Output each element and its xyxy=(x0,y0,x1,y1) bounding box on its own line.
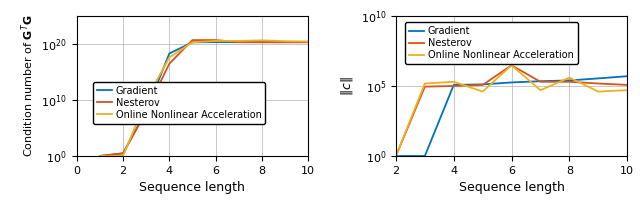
Nesterov xyxy=(566,81,573,83)
Line: Nesterov: Nesterov xyxy=(396,65,627,156)
Nesterov xyxy=(392,155,400,157)
X-axis label: Sequence length: Sequence length xyxy=(140,181,245,194)
Gradient xyxy=(166,52,173,55)
Nesterov xyxy=(189,39,196,41)
Nesterov xyxy=(119,152,127,155)
Nesterov xyxy=(142,110,150,112)
Gradient xyxy=(189,41,196,44)
Y-axis label: $\|c\|$: $\|c\|$ xyxy=(339,76,355,96)
Gradient xyxy=(392,155,400,157)
Gradient xyxy=(536,80,544,82)
Online Nonlinear Acceleration xyxy=(304,40,312,43)
Gradient xyxy=(595,77,602,80)
Nesterov xyxy=(304,41,312,43)
Line: Online Nonlinear Acceleration: Online Nonlinear Acceleration xyxy=(100,40,308,156)
Nesterov xyxy=(258,41,266,43)
Line: Gradient: Gradient xyxy=(100,42,308,156)
Gradient xyxy=(96,155,104,157)
Nesterov xyxy=(235,41,243,43)
Nesterov xyxy=(508,64,515,67)
Online Nonlinear Acceleration xyxy=(595,90,602,93)
Gradient xyxy=(258,41,266,43)
Gradient xyxy=(142,110,150,112)
Online Nonlinear Acceleration xyxy=(281,40,289,42)
Line: Online Nonlinear Acceleration: Online Nonlinear Acceleration xyxy=(396,65,627,156)
Nesterov xyxy=(96,155,104,157)
Online Nonlinear Acceleration xyxy=(258,39,266,42)
Online Nonlinear Acceleration xyxy=(566,76,573,79)
Gradient xyxy=(508,81,515,84)
Gradient xyxy=(623,75,631,77)
Gradient xyxy=(566,79,573,82)
Online Nonlinear Acceleration xyxy=(235,40,243,42)
Online Nonlinear Acceleration xyxy=(479,90,486,93)
Nesterov xyxy=(450,85,458,87)
Nesterov xyxy=(212,39,220,41)
Gradient xyxy=(304,41,312,43)
Online Nonlinear Acceleration xyxy=(450,81,458,83)
Online Nonlinear Acceleration xyxy=(189,41,196,44)
Line: Gradient: Gradient xyxy=(396,76,627,156)
Online Nonlinear Acceleration xyxy=(142,99,150,101)
Online Nonlinear Acceleration xyxy=(392,155,400,157)
Online Nonlinear Acceleration xyxy=(623,89,631,91)
Online Nonlinear Acceleration xyxy=(119,155,127,157)
Online Nonlinear Acceleration xyxy=(536,89,544,91)
Legend: Gradient, Nesterov, Online Nonlinear Acceleration: Gradient, Nesterov, Online Nonlinear Acc… xyxy=(93,82,266,124)
Online Nonlinear Acceleration xyxy=(166,56,173,59)
Nesterov xyxy=(166,63,173,65)
Gradient xyxy=(281,41,289,43)
Line: Nesterov: Nesterov xyxy=(100,40,308,156)
X-axis label: Sequence length: Sequence length xyxy=(459,181,564,194)
Nesterov xyxy=(595,82,602,85)
Online Nonlinear Acceleration xyxy=(212,40,220,42)
Online Nonlinear Acceleration xyxy=(96,155,104,157)
Y-axis label: Condition number of $\mathbf{G}^T\mathbf{G}$: Condition number of $\mathbf{G}^T\mathbf… xyxy=(19,15,36,157)
Gradient xyxy=(119,152,127,155)
Online Nonlinear Acceleration xyxy=(508,64,515,67)
Gradient xyxy=(212,41,220,43)
Gradient xyxy=(450,84,458,86)
Nesterov xyxy=(623,84,631,86)
Nesterov xyxy=(536,81,544,83)
Nesterov xyxy=(479,84,486,86)
Online Nonlinear Acceleration xyxy=(421,82,429,85)
Nesterov xyxy=(421,85,429,88)
Nesterov xyxy=(281,41,289,43)
Gradient xyxy=(421,155,429,157)
Gradient xyxy=(479,83,486,86)
Gradient xyxy=(235,41,243,43)
Legend: Gradient, Nesterov, Online Nonlinear Acceleration: Gradient, Nesterov, Online Nonlinear Acc… xyxy=(405,22,577,64)
